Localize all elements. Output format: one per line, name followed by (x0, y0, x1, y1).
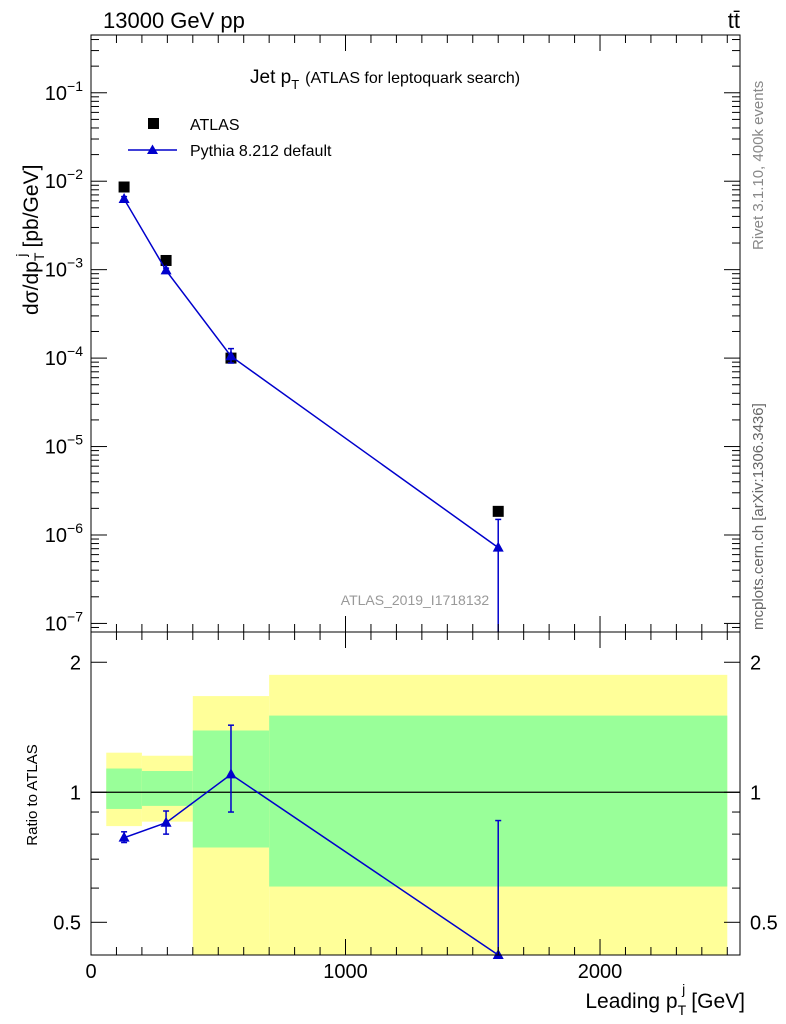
main-ylabel-unit: [pb/GeV] (20, 165, 43, 248)
legend-atlas-marker (148, 118, 159, 129)
main-frame (90, 34, 741, 633)
pythia-point (225, 350, 237, 361)
rivet-label: Rivet 3.1.10, 400k events (750, 81, 767, 250)
main-ytick-label: 10−4 (45, 343, 83, 370)
legend-pythia-marker (147, 144, 158, 154)
energy-label: 13000 GeV pp (103, 8, 245, 33)
mcplots-label: mcplots.cern.ch [arXiv:1306.3436] (750, 403, 767, 630)
process-label: tt̄ (728, 8, 740, 33)
ratio-ytick-label-right: 1 (750, 782, 761, 804)
xlabel-unit: [GeV] (691, 990, 745, 1013)
xlabel-text: Leading p (585, 990, 677, 1013)
main-ytick-exp: −4 (67, 343, 83, 359)
ratio-band-green (106, 768, 142, 809)
title-rest: (ATLAS for leptoquark search) (305, 70, 520, 87)
ratio-ytick-label-right: 2 (750, 652, 761, 674)
main-ytick-base: 10 (45, 437, 67, 459)
main-ylabel-sup: j (13, 253, 29, 257)
ratio-point (160, 816, 172, 827)
ratio-frame (90, 631, 741, 956)
main-ylabel: dσ/dpTj [pb/GeV] (13, 165, 47, 315)
pythia-line (123, 198, 499, 549)
ratio-ytick-label-left: 0.5 (53, 912, 81, 934)
xtick-label: 0 (85, 961, 96, 983)
main-ytick-exp: −6 (67, 520, 83, 536)
main-ytick-label: 10−2 (45, 166, 83, 193)
main-ylabel-sub: T (31, 252, 47, 261)
main-ytick-exp: −5 (67, 432, 83, 448)
xlabel-sup: j (681, 981, 685, 997)
main-ytick-exp: −7 (67, 608, 83, 624)
main-ytick-base: 10 (45, 260, 67, 282)
atlas-point (160, 254, 172, 266)
xlabel-sub: T (678, 1002, 687, 1018)
main-ylabel-text: dσ/dp (20, 261, 43, 315)
ratio-point (225, 768, 237, 779)
ratio-ylabel: Ratio to ATLAS (24, 744, 41, 845)
main-ytick-label: 10−7 (45, 608, 83, 635)
analysis-watermark: ATLAS_2019_I1718132 (341, 592, 490, 608)
main-ytick-label: 10−6 (45, 520, 83, 547)
legend: ATLAS Pythia 8.212 default (128, 117, 332, 160)
ratio-ytick-label-left: 1 (70, 782, 81, 804)
ratio-ytick-label-right: 0.5 (750, 912, 778, 934)
pythia-point (118, 192, 130, 203)
main-axes: 10−710−610−510−410−310−210−1 (45, 34, 741, 635)
main-ytick-base: 10 (45, 83, 67, 105)
main-ytick-label: 10−3 (45, 255, 83, 282)
ratio-ytick-label-left: 2 (70, 652, 81, 674)
main-ytick-base: 10 (45, 525, 67, 547)
main-ytick-base: 10 (45, 348, 67, 370)
ratio-line (123, 773, 499, 956)
atlas-point (118, 181, 130, 193)
legend-atlas-label: ATLAS (190, 117, 240, 134)
main-ytick-base: 10 (45, 171, 67, 193)
xtick-label: 1000 (323, 961, 368, 983)
title-sub: T (291, 77, 299, 92)
title-main: Jet p (250, 67, 291, 88)
ratio-uncertainty-bands (91, 674, 740, 955)
atlas-point (492, 505, 504, 517)
legend-pythia-label: Pythia 8.212 default (190, 143, 332, 160)
main-series-layer (118, 181, 504, 632)
xtick-label: 2000 (578, 961, 623, 983)
x-axis-label: Leading pTj [GeV] (585, 981, 745, 1018)
pythia-point (492, 541, 504, 552)
main-ytick-exp: −3 (67, 255, 83, 271)
main-ytick-base: 10 (45, 613, 67, 635)
ratio-point (118, 831, 130, 842)
ratio-axes: 2 2 1 1 0.5 0.5 0 1000 2000 (53, 631, 778, 983)
ratio-band-green (141, 771, 193, 806)
plot-title: Jet pT (ATLAS for leptoquark search) (250, 67, 520, 92)
main-ytick-label: 10−1 (45, 78, 83, 105)
main-ytick-exp: −1 (67, 78, 83, 94)
pythia-point (160, 264, 172, 275)
main-ytick-label: 10−5 (45, 432, 83, 459)
main-ytick-exp: −2 (67, 166, 83, 182)
